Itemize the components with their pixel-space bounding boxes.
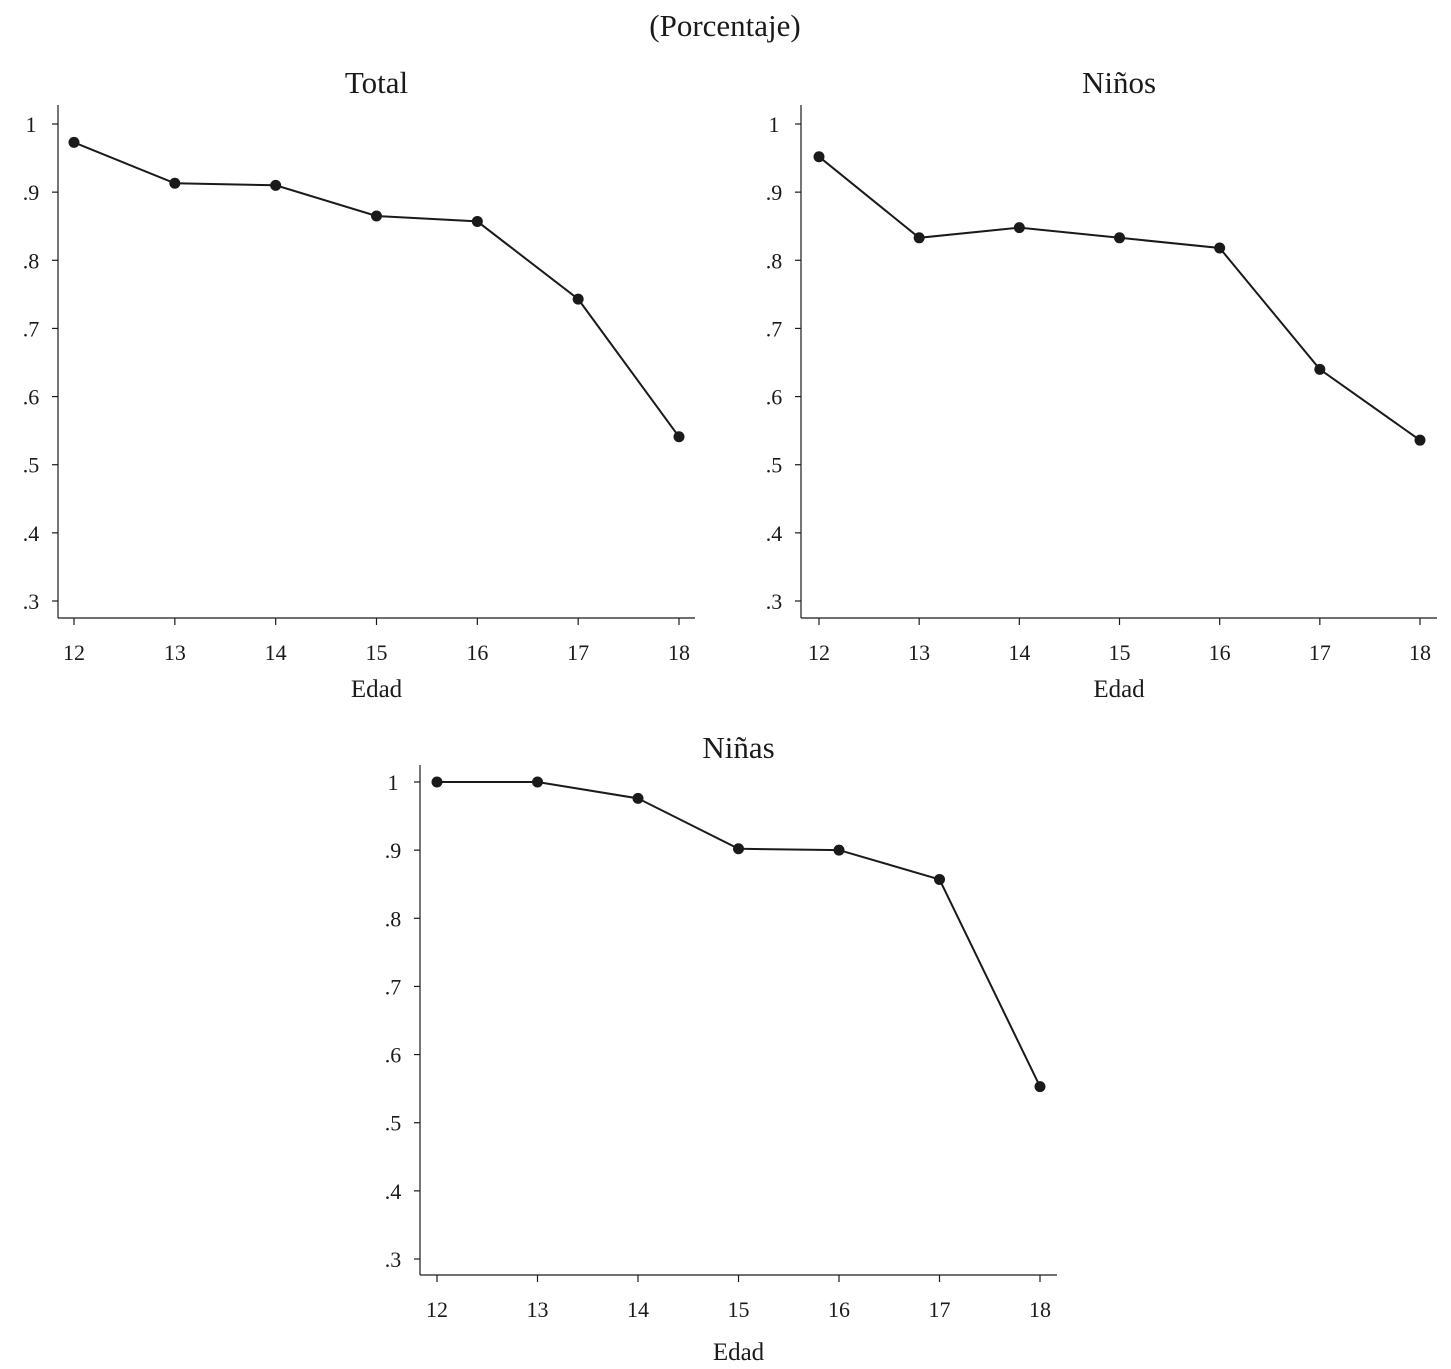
y-tick-label: .6 xyxy=(23,385,40,410)
data-point xyxy=(813,151,825,163)
y-tick-label: .9 xyxy=(23,180,40,205)
x-tick-label: 12 xyxy=(63,640,85,665)
data-point xyxy=(532,776,543,788)
data-point xyxy=(1034,1081,1046,1093)
x-tick-label: 14 xyxy=(265,640,287,665)
x-axis-label: Edad xyxy=(1093,676,1145,703)
x-tick-label: 16 xyxy=(466,640,488,665)
y-tick-label: .8 xyxy=(23,248,40,273)
figure-subtitle: (Porcentaje) xyxy=(649,8,800,43)
y-tick-label: .3 xyxy=(23,589,40,614)
data-point xyxy=(632,792,644,804)
x-tick-label: 12 xyxy=(808,640,830,665)
y-tick-label: .4 xyxy=(385,1179,402,1204)
y-tick-label: .6 xyxy=(766,385,783,410)
x-tick-label: 15 xyxy=(366,640,388,665)
y-tick-label: .4 xyxy=(23,521,40,546)
x-axis-label: Edad xyxy=(713,1339,765,1366)
data-point xyxy=(270,179,282,191)
y-tick-label: .8 xyxy=(385,906,402,931)
series-line xyxy=(73,141,680,438)
x-tick-label: 13 xyxy=(908,640,930,665)
x-tick-label: 14 xyxy=(627,1297,649,1322)
y-tick-label: .6 xyxy=(385,1043,402,1068)
x-tick-label: 18 xyxy=(1029,1297,1051,1322)
x-tick-label: 13 xyxy=(164,640,186,665)
chart-ninos: Niños 1 .9 .8 .7 .6 .5 .4 .3 12 13 14 15 16 17 18 Edad xyxy=(766,65,1437,703)
series-line xyxy=(818,155,1421,442)
x-tick-label: 18 xyxy=(668,640,690,665)
y-tick-label: .5 xyxy=(23,453,40,478)
series-line xyxy=(437,781,1041,1088)
x-tick-label: 12 xyxy=(426,1297,448,1322)
data-point xyxy=(1314,363,1326,375)
y-tick-label: 1 xyxy=(26,112,37,137)
y-tick-label: .9 xyxy=(385,838,402,863)
y-tick-label: .9 xyxy=(766,180,783,205)
y-tick-label: .4 xyxy=(766,521,783,546)
data-point xyxy=(913,232,925,244)
data-point xyxy=(673,431,685,443)
y-tick-label: 1 xyxy=(769,112,780,137)
data-point xyxy=(471,215,483,227)
x-tick-label: 14 xyxy=(1008,640,1030,665)
data-point xyxy=(169,177,181,189)
y-tick-label: .7 xyxy=(385,974,402,999)
data-point xyxy=(68,136,80,148)
x-tick-label: 15 xyxy=(728,1297,750,1322)
y-tick-label: .3 xyxy=(385,1247,402,1272)
x-axis-label: Edad xyxy=(351,676,403,703)
chart-title: Niños xyxy=(1082,65,1156,100)
y-tick-label: .7 xyxy=(766,316,783,341)
y-tick-label: .5 xyxy=(766,453,783,478)
data-point xyxy=(934,873,945,885)
x-tick-label: 17 xyxy=(929,1297,951,1322)
x-tick-label: 16 xyxy=(1209,640,1231,665)
data-point xyxy=(1114,232,1125,244)
chart-title: Total xyxy=(345,65,408,100)
data-point xyxy=(1013,222,1025,234)
x-tick-label: 17 xyxy=(567,640,589,665)
data-point xyxy=(833,844,845,856)
x-tick-label: 15 xyxy=(1109,640,1131,665)
y-tick-label: .3 xyxy=(766,589,783,614)
data-point xyxy=(431,776,443,788)
data-point xyxy=(733,843,744,855)
chart-ninas: Niñas 1 .9 .8 .7 .6 .5 .4 .3 12 13 14 15 16 17 18 Edad xyxy=(385,730,1057,1366)
data-point xyxy=(572,293,584,305)
y-tick-label: .5 xyxy=(385,1111,402,1136)
y-tick-label: .7 xyxy=(23,316,40,341)
x-tick-label: 16 xyxy=(828,1297,850,1322)
chart-total: Total 1 .9 .8 .7 .6 .5 .4 .3 12 13 14 15 16 17 18 Edad xyxy=(23,65,695,703)
data-point xyxy=(371,210,382,222)
x-tick-label: 13 xyxy=(527,1297,549,1322)
x-tick-label: 18 xyxy=(1409,640,1431,665)
chart-title: Niñas xyxy=(702,730,774,765)
x-tick-label: 17 xyxy=(1309,640,1331,665)
y-tick-label: 1 xyxy=(388,770,399,795)
data-point xyxy=(1414,434,1426,446)
data-point xyxy=(1214,242,1226,254)
y-tick-label: .8 xyxy=(766,248,783,273)
